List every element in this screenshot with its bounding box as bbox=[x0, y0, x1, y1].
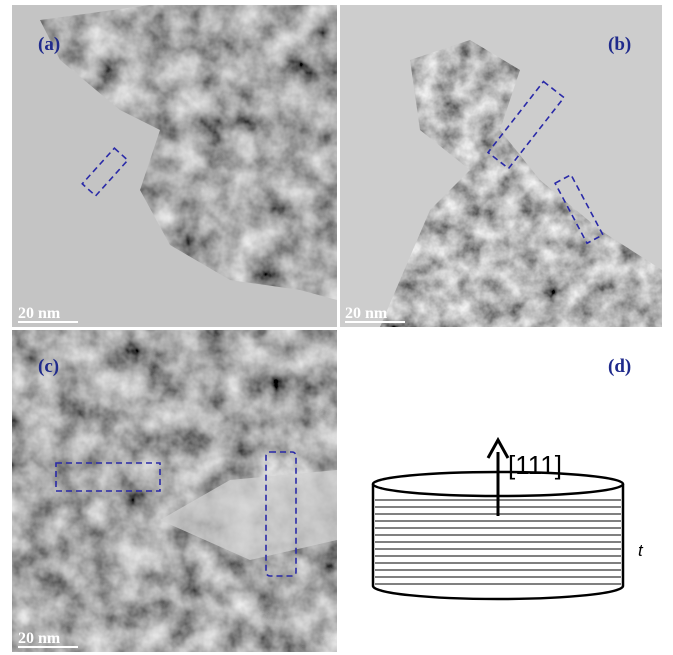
panel-label: (b) bbox=[608, 34, 631, 55]
panel-label: (a) bbox=[38, 34, 60, 55]
highlight-box bbox=[554, 173, 604, 245]
panel-label: (d) bbox=[608, 356, 631, 377]
direction-label: [111] bbox=[508, 450, 562, 480]
highlight-box bbox=[265, 451, 297, 577]
scale-bar-label: 20 nm bbox=[18, 305, 61, 322]
arrow-head bbox=[486, 436, 510, 459]
tem-image-b bbox=[340, 5, 662, 327]
highlight-box bbox=[81, 147, 129, 197]
scale-bar-label: 20 nm bbox=[345, 305, 388, 322]
highlight-box bbox=[55, 462, 161, 492]
panel-label: (c) bbox=[38, 356, 59, 377]
highlight-box bbox=[486, 80, 566, 170]
scale-bar-label: 20 nm bbox=[18, 630, 61, 647]
thickness-label: t bbox=[638, 541, 644, 560]
tem-image-a bbox=[12, 5, 337, 327]
